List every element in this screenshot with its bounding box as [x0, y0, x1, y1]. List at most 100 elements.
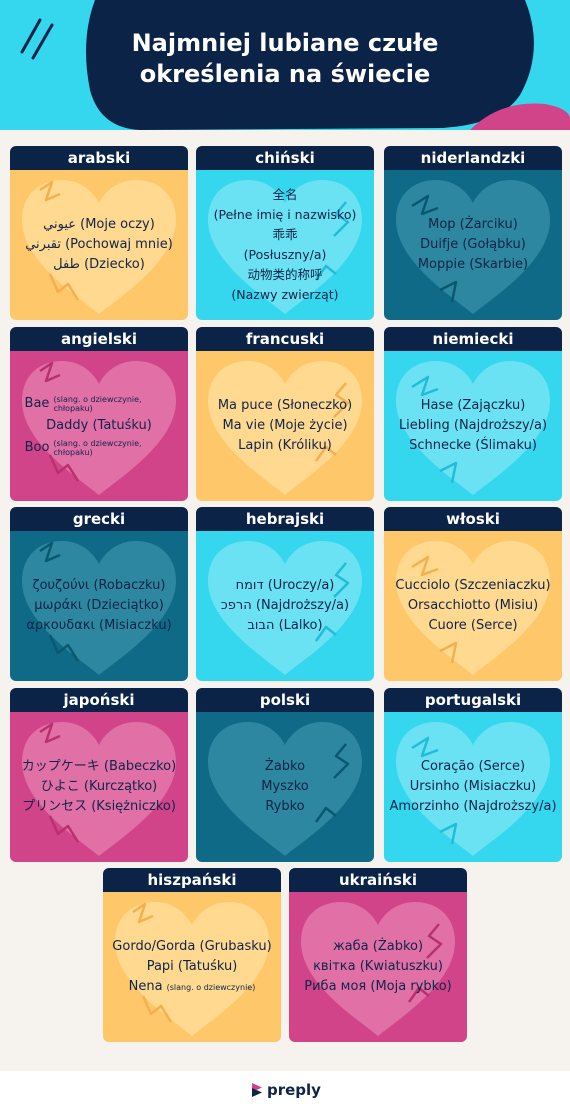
term-line: квітка (Kwiatuszku) — [313, 957, 443, 977]
term-text: (Lalko) — [274, 618, 323, 633]
broken-heart-icon — [115, 902, 269, 1036]
term-text: Schnecke (Ślimaku) — [409, 438, 537, 453]
broken-heart-icon — [208, 722, 362, 856]
page-title: Najmniej lubiane czułe określenia na świ… — [60, 28, 510, 90]
card-body: Bae (slang. o dziewczynie, chłopaku) Daddy… — [10, 351, 188, 501]
term-line: Myszko — [261, 777, 309, 797]
term-list: Coração (Serce) Ursinho (Misiaczku) Amorzi… — [384, 712, 562, 862]
language-name: hiszpański — [103, 868, 281, 892]
card-body: カップケーキ (Babeczko) ひよこ (Kurczątko) プリンセス (K… — [10, 712, 188, 862]
native-term: عيوني — [43, 217, 77, 232]
term-list: Ma puce (Słoneczko) Ma vie (Moje życie) La… — [196, 351, 374, 501]
term-text: Orsacchiotto (Misiu) — [407, 598, 539, 613]
term-text: ひよこ (Kurczątko) — [40, 779, 158, 794]
term-line: Schnecke (Ślimaku) — [409, 436, 537, 456]
card-body: Żabko Myszko Rybko — [196, 712, 374, 862]
term-line: αρκουδακι (Misiaczku) — [26, 616, 171, 636]
term-text: (Uroczy/a) — [263, 578, 335, 593]
term-list: ζουζούνι (Robaczku) μωράκι (Dzieciątko) αρ… — [10, 531, 188, 681]
card-body: Gordo/Gorda (Grubasku) Papi (Tatuśku) Nena… — [103, 892, 281, 1042]
term-line: жаба (Żabko) — [333, 937, 423, 957]
language-name: niderlandzki — [384, 146, 562, 170]
card-body: عيوني (Moje oczy) تقبرني (Pochowaj mnie) ط… — [10, 170, 188, 320]
language-card: grecki ζουζούνι (Robaczku) μωράκι (Dziecią… — [10, 507, 188, 681]
term-line: ひよこ (Kurczątko) — [41, 777, 158, 797]
language-name: japoński — [10, 688, 188, 712]
language-card: portugalski Coração (Serce) Ursinho (Misia… — [384, 688, 562, 862]
term-line: Gordo/Gorda (Grubasku) — [112, 937, 271, 957]
term-text: カップケーキ (Babeczko) — [21, 759, 177, 774]
term-text: 全名 — [272, 187, 298, 202]
term-line: プリンセス (Księżniczko) — [22, 797, 176, 817]
language-card: ukraiński жаба (Żabko) квітка (Kwiatuszku)… — [289, 868, 467, 1042]
footer: preply — [0, 1071, 570, 1114]
card-body: 全名 (Pełne imię i nazwisko) 乖乖 (Posłuszny/a)… — [196, 170, 374, 320]
term-list: Gordo/Gorda (Grubasku) Papi (Tatuśku) Nena… — [103, 892, 281, 1042]
term-text: Ma vie (Moje życie) — [222, 418, 348, 433]
language-name: angielski — [10, 327, 188, 351]
term-text: Ma puce (Słoneczko) — [217, 398, 353, 413]
term-line: Lapin (Króliku) — [238, 436, 332, 456]
broken-heart-icon — [301, 902, 455, 1036]
term-list: カップケーキ (Babeczko) ひよこ (Kurczątko) プリンセス (K… — [10, 712, 188, 862]
language-card: japoński カップケーキ (Babeczko) ひよこ (Kurczątko)… — [10, 688, 188, 862]
header-banner: Najmniej lubiane czułe określenia na świ… — [0, 0, 570, 130]
term-line: 乖乖 — [272, 225, 297, 245]
term-text: (Pełne imię i nazwisko) — [213, 207, 357, 222]
preply-logo: preply — [251, 1081, 321, 1099]
term-text: 乖乖 — [272, 227, 298, 242]
broken-heart-icon — [396, 361, 550, 495]
term-text: Rybko — [265, 799, 305, 814]
language-name: niemiecki — [384, 327, 562, 351]
brand-name: preply — [267, 1081, 321, 1099]
term-line: Duifje (Gołąbku) — [420, 235, 526, 255]
term-line: (Nazwy zwierząt) — [231, 285, 338, 305]
language-card: chiński 全名 (Pełne imię i nazwisko) 乖乖 (Posłu… — [196, 146, 374, 320]
term-line: ζουζούνι (Robaczku) — [33, 576, 166, 596]
term-line: Boo (slang. o dziewczynie, chłopaku) — [25, 439, 174, 457]
broken-heart-icon — [396, 722, 550, 856]
card-body: жаба (Żabko) квітка (Kwiatuszku) Риба моя … — [289, 892, 467, 1042]
term-text: Myszko — [261, 779, 309, 794]
broken-heart-icon — [208, 361, 362, 495]
term-text: Boo — [24, 440, 50, 455]
language-card: hebrajski דומח (Uroczy/a) הרפכ (Najdroższy… — [196, 507, 374, 681]
term-list: Cucciolo (Szczeniaczku) Orsacchiotto (Mis… — [384, 531, 562, 681]
term-line: Cucciolo (Szczeniaczku) — [395, 576, 550, 596]
term-text: Hase (Zajączku) — [420, 398, 526, 413]
term-list: Mop (Żarciku) Duifje (Gołąbku) Moppie (Ska… — [384, 170, 562, 320]
card-body: ζουζούνι (Robaczku) μωράκι (Dzieciątko) αρ… — [10, 531, 188, 681]
term-text: Nena — [128, 979, 163, 994]
language-name: francuski — [196, 327, 374, 351]
card-body: דומח (Uroczy/a) הרפכ (Najdroższy/a) הבוב (… — [196, 531, 374, 681]
term-line: Papi (Tatuśku) — [147, 957, 238, 977]
card-body: Mop (Żarciku) Duifje (Gołąbku) Moppie (Ska… — [384, 170, 562, 320]
term-text: (Moje oczy) — [76, 217, 155, 232]
term-line: μωράκι (Dzieciątko) — [34, 596, 164, 616]
term-list: Żabko Myszko Rybko — [196, 712, 374, 862]
card-body: Hase (Zajączku) Liebling (Najdroższy/a) Sc… — [384, 351, 562, 501]
page-title-line-1: Najmniej lubiane czułe — [131, 29, 439, 57]
language-name: hebrajski — [196, 507, 374, 531]
term-text: 动物类的称呼 — [247, 267, 323, 282]
language-card: angielski Bae (slang. o dziewczynie, chłop… — [10, 327, 188, 501]
native-term: הבוב — [247, 618, 275, 633]
term-text: (Nazwy zwierząt) — [231, 287, 339, 302]
term-list: Bae (slang. o dziewczynie, chłopaku) Daddy… — [10, 351, 188, 501]
term-line: Bae (slang. o dziewczynie, chłopaku) — [25, 395, 174, 413]
broken-heart-icon — [22, 361, 176, 495]
language-name: portugalski — [384, 688, 562, 712]
language-name: chiński — [196, 146, 374, 170]
term-text: プリンセス (Księżniczko) — [22, 799, 176, 814]
term-line: Orsacchiotto (Misiu) — [408, 596, 538, 616]
language-card: niemiecki Hase (Zajączku) Liebling (Najdro… — [384, 327, 562, 501]
term-text: Liebling (Najdroższy/a) — [398, 418, 548, 433]
term-list: דומח (Uroczy/a) הרפכ (Najdroższy/a) הבוב (… — [196, 531, 374, 681]
broken-heart-icon — [208, 541, 362, 675]
term-text: (Najdroższy/a) — [251, 598, 350, 613]
native-term: הרפכ — [220, 598, 252, 613]
broken-heart-icon — [22, 180, 176, 314]
card-body: Coração (Serce) Ursinho (Misiaczku) Amorzi… — [384, 712, 562, 862]
term-text: Bae — [24, 396, 50, 411]
term-text: (Pochowaj mnie) — [60, 237, 173, 252]
